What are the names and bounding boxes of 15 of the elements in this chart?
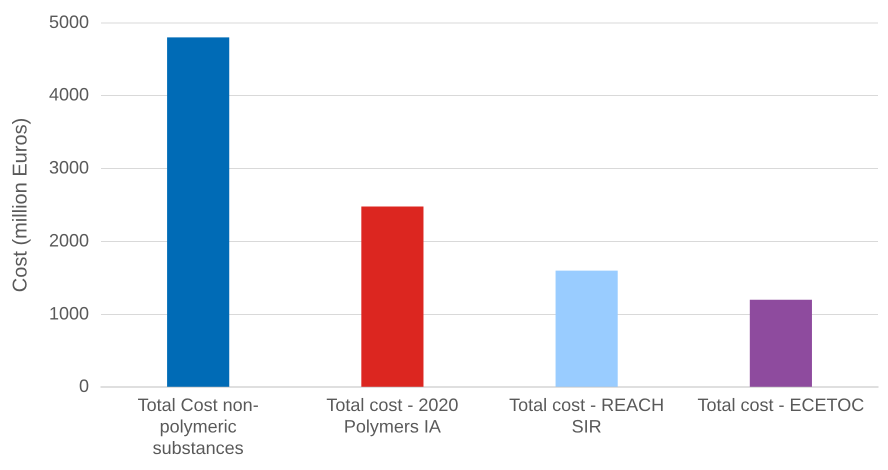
x-tick-label: Total cost - 2020 Polymers IA	[326, 394, 458, 437]
y-tick-label: 2000	[48, 230, 90, 250]
y-tick-label: 0	[79, 376, 90, 396]
x-tick-label: Total cost - ECETOC	[698, 394, 864, 415]
y-tick-label: 3000	[48, 158, 90, 178]
bar	[556, 270, 618, 387]
y-tick-label: 5000	[48, 12, 90, 32]
x-tick-label: Total Cost non-polymeric substances	[138, 394, 259, 458]
y-tick-label: 4000	[48, 84, 90, 105]
y-axis-title: Cost (million Euros)	[10, 118, 32, 292]
x-tick-label: Total cost - REACH SIR	[509, 394, 664, 437]
bar	[750, 300, 812, 387]
bar	[167, 37, 230, 387]
bar	[361, 206, 424, 387]
y-tick-label: 1000	[48, 303, 90, 324]
